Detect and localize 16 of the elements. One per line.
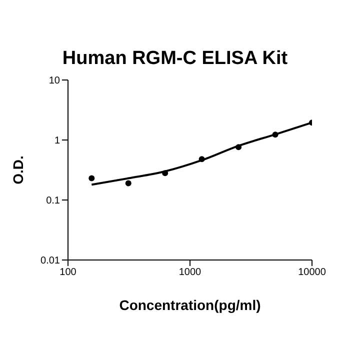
point (162, 170, 168, 176)
y-tick-label: 0.1 (46, 196, 60, 207)
point (236, 144, 242, 150)
x-tick-label: 100 (60, 267, 77, 278)
y-axis-title: O.D. (10, 156, 26, 184)
x-axis-title: Concentration(pg/ml) (119, 297, 261, 313)
point (125, 180, 132, 186)
point (198, 156, 205, 162)
point (88, 175, 95, 182)
x-tick-label: 1000 (178, 267, 202, 278)
y-tick-label: 10 (48, 76, 60, 87)
chart-title: Human RGM-C ELISA Kit (61, 48, 289, 70)
y-tick-label: 0.01 (40, 256, 60, 267)
point (272, 132, 278, 138)
y-tick-label: 1 (54, 136, 60, 147)
x-tick-label: 10000 (298, 267, 326, 278)
